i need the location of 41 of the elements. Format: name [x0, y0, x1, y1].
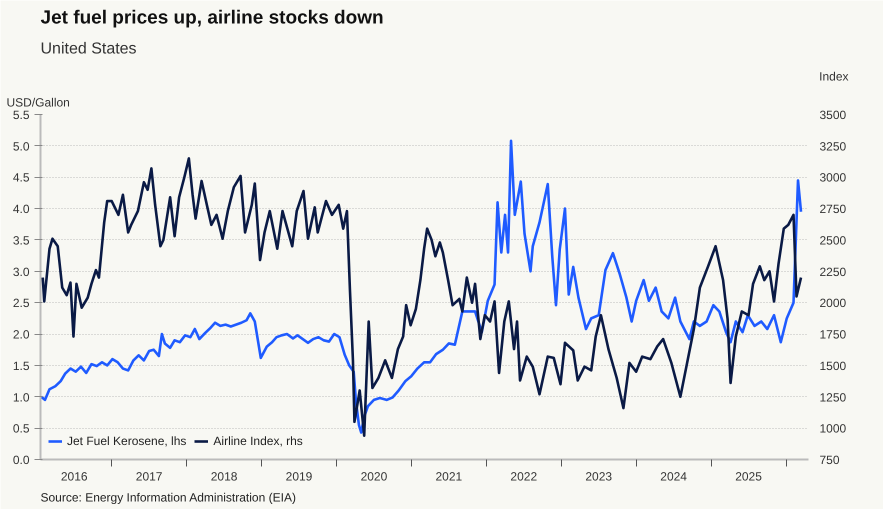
y2-tick-label: 3000: [820, 170, 847, 185]
y2-tick-label: 2750: [820, 202, 847, 216]
y2-tick-label: 2250: [820, 264, 847, 279]
source-note: Source: Energy Information Administration (EIA): [40, 490, 296, 504]
chart-subtitle: United States: [40, 40, 137, 58]
x-tick-label: 2016: [60, 470, 88, 484]
legend-label: Jet Fuel Kerosene, lhs: [67, 434, 186, 448]
y2-tick-label: 1250: [820, 390, 847, 404]
x-tick-label: 2025: [735, 470, 762, 484]
y2-tick-label: 750: [820, 453, 840, 467]
y-tick-label: 1.5: [12, 358, 30, 373]
x-tick-label: 2023: [585, 470, 612, 484]
x-tick-label: 2022: [510, 470, 538, 484]
y-tick-label: 1.0: [12, 390, 30, 404]
y-tick-label: 3.0: [12, 264, 30, 279]
x-tick-label: 2017: [136, 470, 163, 484]
y-tick-label: 5.5: [12, 108, 30, 122]
y2-tick-label: 3500: [820, 108, 847, 122]
y-tick-label: 0.5: [12, 422, 30, 436]
y-tick-label: 0.0: [12, 453, 30, 467]
y-tick-label: 4.5: [12, 170, 30, 185]
y-tick-label: 3.5: [12, 233, 30, 248]
y-tick-label: 4.0: [12, 202, 30, 216]
legend-label: Airline Index, rhs: [213, 434, 303, 448]
y-axis-title: USD/Gallon: [6, 96, 70, 110]
y2-tick-label: 1500: [820, 358, 847, 373]
y2-tick-label: 3250: [820, 139, 847, 154]
y2-tick-label: 2000: [820, 296, 847, 310]
y-tick-label: 2.0: [12, 328, 30, 342]
y2-tick-label: 1000: [820, 422, 847, 436]
y2-tick-label: 1750: [820, 328, 847, 342]
x-tick-label: 2021: [436, 470, 463, 484]
y2-tick-label: 2500: [820, 233, 847, 248]
y2-axis-title: Index: [819, 70, 849, 84]
chart-title: Jet fuel prices up, airline stocks down: [40, 8, 384, 28]
y-tick-label: 5.0: [12, 139, 30, 154]
x-tick-label: 2019: [286, 470, 313, 484]
x-tick-label: 2018: [210, 470, 238, 484]
x-tick-label: 2020: [360, 470, 388, 484]
x-tick-label: 2024: [660, 470, 688, 484]
y-tick-label: 2.5: [12, 296, 30, 310]
